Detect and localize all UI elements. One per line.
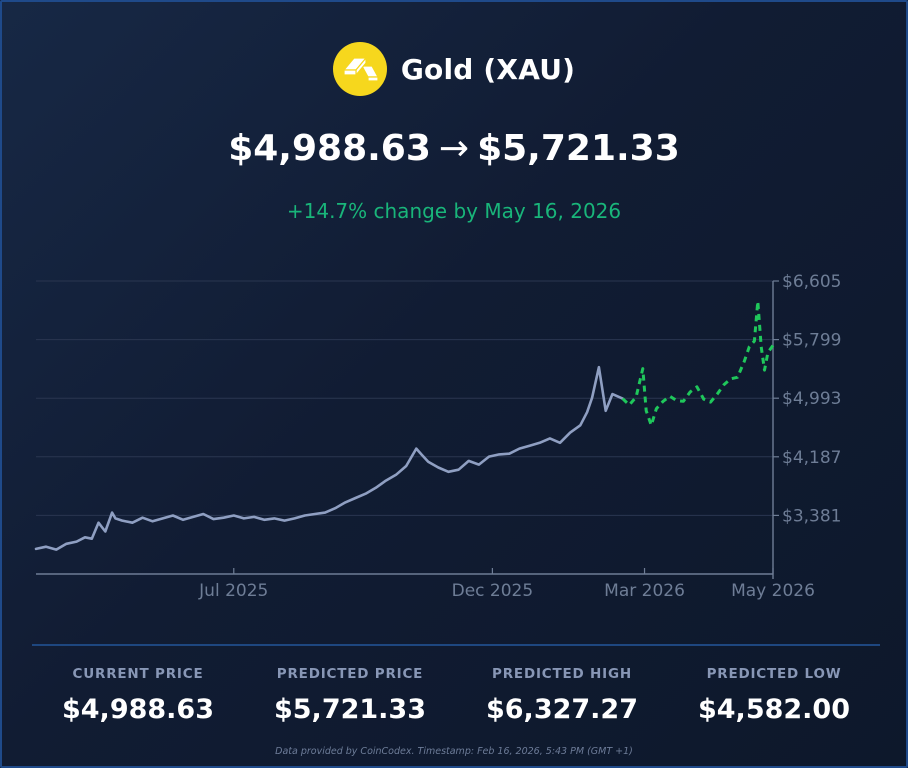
- gold-bars-icon: [332, 42, 387, 96]
- y-tick-label: $3,381: [782, 506, 841, 526]
- stat-value: $6,327.27: [485, 694, 639, 725]
- divider: [32, 644, 880, 646]
- stat-label: PREDICTED HIGH: [492, 666, 632, 682]
- stats-row: CURRENT PRICE $4,988.63 PREDICTED PRICE …: [32, 666, 880, 725]
- stat-value: $4,988.63: [61, 694, 215, 725]
- x-tick-label: Jul 2025: [198, 581, 268, 601]
- y-tick-label: $5,799: [782, 331, 841, 351]
- stat-label: PREDICTED PRICE: [276, 666, 424, 682]
- data-attribution: Data provided by CoinCodex. Timestamp: F…: [275, 746, 633, 757]
- y-tick-label: $6,605: [782, 272, 841, 292]
- forecast-line[interactable]: [621, 299, 775, 427]
- arrow-right-icon: →: [438, 128, 470, 169]
- price-chart[interactable]: $6,605 $5,799 $4,993 $4,187 $3,381 Jul 2025 De…: [2, 264, 908, 609]
- stat-predicted-low: PREDICTED LOW $4,582.00: [668, 666, 880, 725]
- x-tick-label: May 2026: [731, 581, 815, 601]
- current-price: $4,988.63: [228, 128, 431, 169]
- stat-current-price: CURRENT PRICE $4,988.63: [32, 666, 244, 725]
- asset-title: Gold (XAU): [400, 52, 576, 86]
- asset-header: Gold (XAU): [2, 42, 906, 96]
- stat-label: PREDICTED LOW: [706, 666, 842, 682]
- predicted-price: $5,721.33: [477, 128, 680, 169]
- stat-label: CURRENT PRICE: [72, 666, 204, 682]
- y-tick-label: $4,187: [782, 448, 841, 468]
- stat-value: $4,582.00: [697, 694, 851, 725]
- stat-value: $5,721.33: [273, 694, 427, 725]
- stat-predicted-price: PREDICTED PRICE $5,721.33: [244, 666, 456, 725]
- y-tick-label: $4,993: [782, 389, 841, 409]
- price-summary: $4,988.63 → $5,721.33: [2, 128, 906, 169]
- stat-predicted-high: PREDICTED HIGH $6,327.27: [456, 666, 668, 725]
- x-tick-label: Dec 2025: [452, 581, 534, 601]
- history-line[interactable]: [34, 365, 624, 551]
- x-tick-label: Mar 2026: [604, 581, 685, 601]
- change-text: +14.7% change by May 16, 2026: [286, 199, 622, 223]
